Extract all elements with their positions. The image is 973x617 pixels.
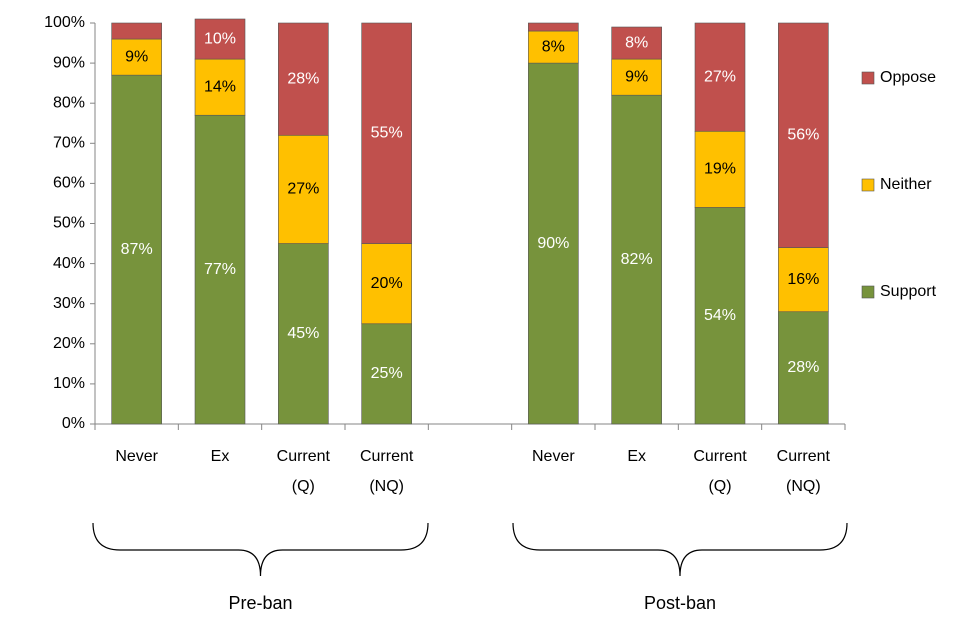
x-tick-label: Ex [627, 448, 646, 465]
bar-segment [278, 134, 329, 244]
data-label: 19% [704, 161, 736, 178]
bar-segment [694, 207, 746, 425]
data-label: 28% [287, 70, 319, 87]
data-label: 27% [704, 68, 736, 85]
y-tick-label: 30% [53, 295, 85, 312]
bar-segment [361, 22, 412, 244]
legend-label: Oppose [880, 69, 936, 86]
y-tick-label: 60% [53, 175, 85, 192]
x-tick-label: Never [531, 448, 575, 465]
y-tick-label: 100% [44, 14, 85, 31]
group-brace [92, 522, 429, 577]
legend-swatch [861, 71, 875, 85]
data-label: 20% [371, 275, 403, 292]
data-label: 82% [621, 251, 653, 268]
legend-label: Neither [880, 176, 932, 193]
bar-segment [111, 38, 162, 76]
legend-swatch [861, 285, 875, 299]
bar-segment [194, 114, 246, 425]
data-label: 28% [787, 359, 819, 376]
data-label: 16% [787, 271, 819, 288]
group-label: Pre-ban [228, 593, 292, 613]
bar-segment [111, 74, 162, 425]
data-label: 27% [287, 181, 319, 198]
bar-segment [111, 22, 162, 40]
data-label: 8% [625, 34, 648, 51]
data-label: 10% [204, 30, 236, 47]
x-tick-label: Ex [210, 448, 230, 465]
y-tick-label: 80% [53, 94, 85, 111]
group-label: Post-ban [644, 593, 716, 613]
y-tick-label: 90% [53, 54, 85, 71]
data-label: 25% [371, 365, 403, 382]
group-brace [512, 522, 848, 577]
bar-segment [611, 94, 662, 425]
data-label: 9% [625, 68, 648, 85]
y-tick-label: 10% [53, 375, 85, 392]
y-tick-label: 40% [53, 255, 85, 272]
data-label: 77% [204, 261, 236, 278]
bar-segment [694, 130, 746, 208]
bar-segment [194, 58, 246, 116]
bar-segment [528, 30, 579, 64]
y-tick-label: 20% [53, 335, 85, 352]
legend-label: Support [880, 283, 937, 300]
bar-segment [278, 243, 329, 425]
bar-segment [278, 22, 329, 136]
bar-segment [778, 311, 829, 425]
data-label: 14% [204, 78, 236, 95]
data-label: 54% [704, 307, 736, 324]
data-label: 90% [537, 235, 569, 252]
data-label: 9% [125, 48, 148, 65]
bar-segment [778, 22, 829, 248]
data-label: 8% [542, 38, 565, 55]
x-tick-label: Current (Q) [693, 448, 747, 495]
bar-segment [361, 243, 412, 325]
y-tick-label: 70% [53, 135, 85, 152]
data-label: 56% [787, 126, 819, 143]
bar-segment [778, 247, 829, 313]
x-tick-label: Current (NQ) [776, 448, 830, 495]
y-tick-label: 0% [62, 415, 85, 432]
bar-segment [694, 22, 746, 132]
x-tick-label: Current (NQ) [359, 448, 414, 495]
bar-segment [611, 26, 662, 60]
x-tick-label: Never [115, 448, 158, 465]
bar-segment [194, 18, 246, 60]
bar-segment [361, 323, 412, 425]
bar-segment [528, 22, 579, 32]
data-label: 55% [371, 124, 403, 141]
y-tick-label: 50% [53, 215, 85, 232]
x-tick-label: Current (Q) [276, 448, 330, 495]
data-label: 45% [287, 325, 319, 342]
legend-swatch [861, 178, 875, 192]
data-label: 87% [121, 241, 153, 258]
